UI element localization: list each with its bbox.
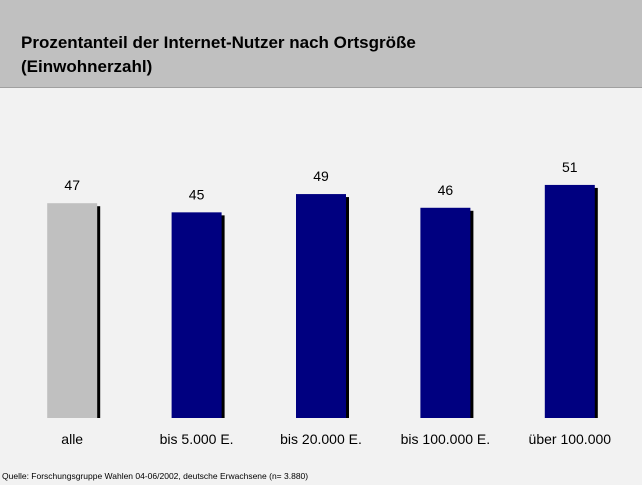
- x-tick-label: bis 100.000 E.: [401, 431, 491, 447]
- title-band: Prozentanteil der Internet-Nutzer nach O…: [0, 0, 642, 88]
- bar: [420, 207, 471, 418]
- source-note: Quelle: Forschungsgruppe Wahlen 04-06/20…: [2, 471, 309, 481]
- x-tick-label: bis 20.000 E.: [280, 431, 362, 447]
- bar: [47, 203, 98, 418]
- x-tick-label: bis 5.000 E.: [160, 431, 234, 447]
- x-tick-label: alle: [61, 431, 83, 447]
- value-label: 49: [313, 168, 329, 184]
- value-label: 47: [64, 177, 80, 193]
- chart-title: Prozentanteil der Internet-Nutzer nach O…: [21, 33, 416, 76]
- bar: [296, 194, 346, 418]
- bar: [171, 212, 222, 418]
- value-label: 46: [438, 182, 454, 198]
- value-label: 45: [189, 186, 205, 202]
- bar: [544, 184, 595, 418]
- value-label: 51: [562, 159, 578, 175]
- x-tick-label: über 100.000: [529, 431, 612, 447]
